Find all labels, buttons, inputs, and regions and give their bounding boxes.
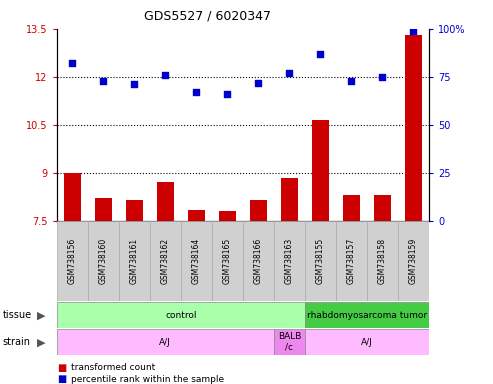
Text: ▶: ▶ [37, 337, 45, 347]
Bar [219, 211, 236, 221]
Text: ▶: ▶ [37, 310, 45, 320]
Text: GSM738158: GSM738158 [378, 238, 387, 284]
Text: transformed count: transformed count [71, 363, 156, 372]
Text: A/J: A/J [159, 338, 171, 347]
Point [223, 91, 231, 97]
Bar [250, 200, 267, 221]
Bar [281, 178, 298, 221]
Point [348, 78, 355, 84]
Bar [119, 221, 150, 301]
Text: GSM738160: GSM738160 [99, 238, 108, 284]
Text: ■: ■ [57, 363, 66, 373]
Text: control: control [165, 311, 197, 320]
Point [285, 70, 293, 76]
Point [317, 51, 324, 57]
Bar [405, 35, 422, 221]
Point [130, 81, 138, 88]
Text: GSM738165: GSM738165 [223, 238, 232, 284]
Point [192, 89, 200, 95]
Text: BALB
/c: BALB /c [278, 333, 301, 352]
Text: rhabdomyosarcoma tumor: rhabdomyosarcoma tumor [307, 311, 427, 320]
Bar [343, 195, 360, 221]
Point [99, 78, 107, 84]
Bar [367, 221, 398, 301]
Bar [305, 302, 429, 328]
Text: GSM738157: GSM738157 [347, 238, 356, 284]
Text: GSM738164: GSM738164 [192, 238, 201, 284]
Bar [312, 120, 329, 221]
Text: GSM738162: GSM738162 [161, 238, 170, 284]
Bar [243, 221, 274, 301]
Text: GSM738156: GSM738156 [68, 238, 77, 284]
Bar [126, 200, 143, 221]
Bar [181, 221, 212, 301]
Bar [336, 221, 367, 301]
Bar [274, 221, 305, 301]
Text: GSM738155: GSM738155 [316, 238, 325, 284]
Bar [150, 221, 181, 301]
Bar [64, 173, 81, 221]
Bar [188, 210, 205, 221]
Bar [305, 221, 336, 301]
Bar [374, 195, 391, 221]
Bar [157, 182, 174, 221]
Bar [57, 221, 88, 301]
Point [379, 74, 387, 80]
Text: GSM738159: GSM738159 [409, 238, 418, 284]
Text: strain: strain [2, 337, 31, 347]
Point [254, 79, 262, 86]
Bar [212, 221, 243, 301]
Point [161, 72, 169, 78]
Bar [95, 199, 112, 221]
Bar [274, 329, 305, 355]
Text: ■: ■ [57, 374, 66, 384]
Point [410, 28, 418, 34]
Text: GSM738163: GSM738163 [285, 238, 294, 284]
Bar [57, 302, 305, 328]
Text: percentile rank within the sample: percentile rank within the sample [71, 374, 225, 384]
Text: GSM738166: GSM738166 [254, 238, 263, 284]
Bar [88, 221, 119, 301]
Text: A/J: A/J [361, 338, 373, 347]
Point [68, 60, 76, 66]
Bar [305, 329, 429, 355]
Text: tissue: tissue [2, 310, 32, 320]
Bar [57, 329, 274, 355]
Text: GSM738161: GSM738161 [130, 238, 139, 284]
Text: GDS5527 / 6020347: GDS5527 / 6020347 [143, 10, 271, 23]
Bar [398, 221, 429, 301]
